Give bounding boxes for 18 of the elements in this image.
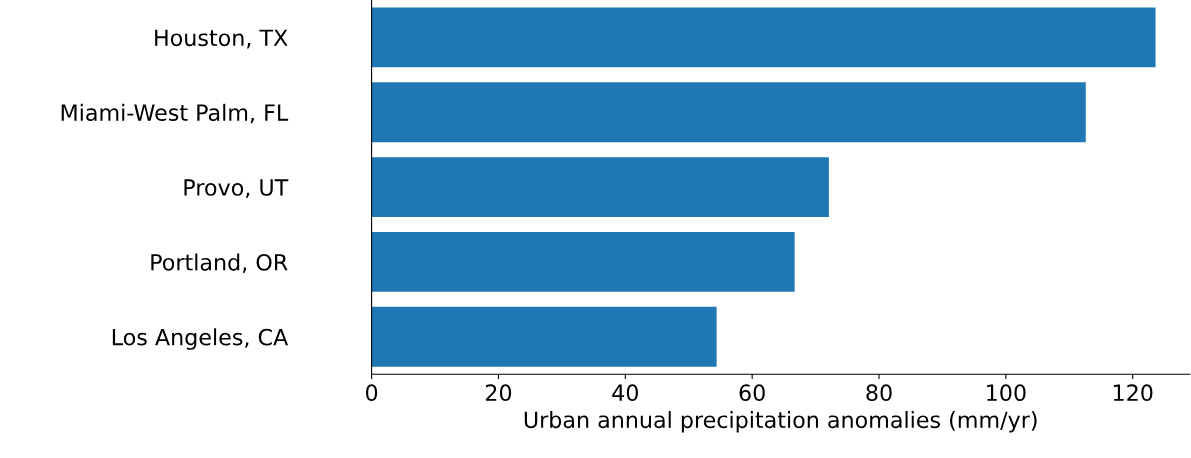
y-tick-label: Houston, TX [155,29,288,49]
bar [371,82,1086,143]
bar [371,306,717,367]
x-tick-label: 100 [987,384,1026,402]
bar [371,157,829,218]
x-tick-label: 40 [612,384,638,402]
y-tick-label: Miami-West Palm, FL [61,103,289,124]
y-tick-label: Provo, UT [184,179,289,199]
y-tick-label: Portland, OR [151,253,288,273]
x-tick-label: 0 [365,384,378,402]
x-tick-label: 20 [485,384,512,402]
x-axis-title: Urban annual precipitation anomalies (mm/yr) [524,410,1037,433]
x-tick-label: 120 [1113,384,1153,402]
x-tick-label: 60 [739,384,765,402]
bar [371,232,795,292]
y-tick-label: Los Angeles, CA [112,328,289,350]
bar [371,7,1156,68]
x-tick-label: 80 [866,384,892,402]
